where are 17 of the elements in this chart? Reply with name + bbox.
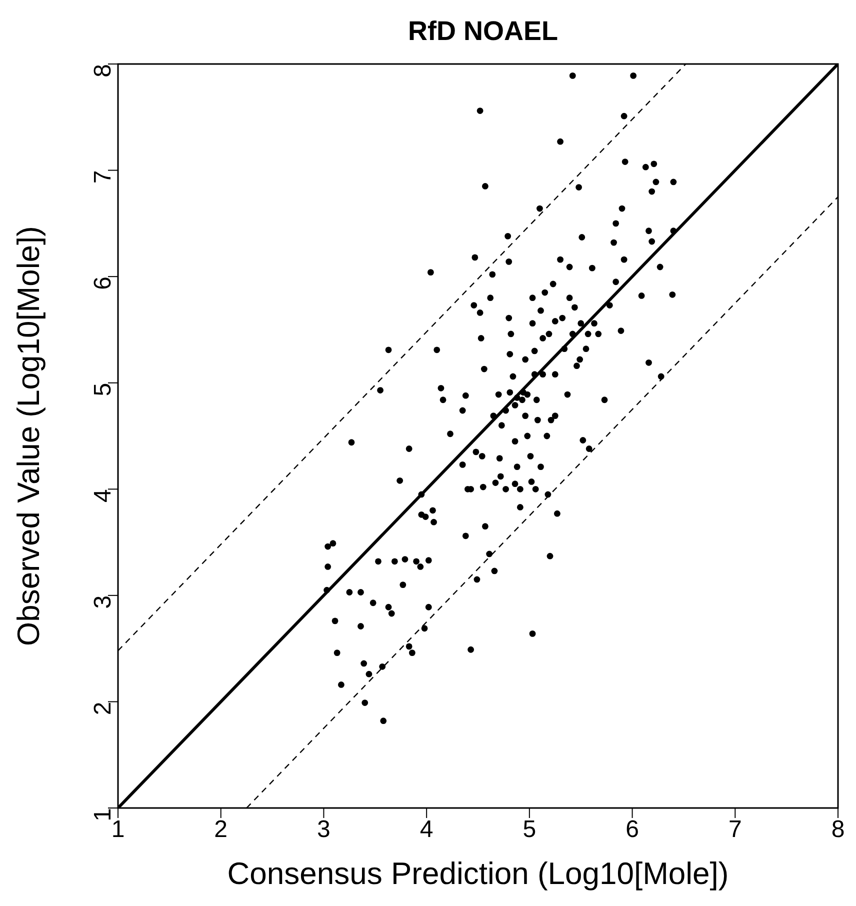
y-tick-label: 8 bbox=[90, 64, 117, 78]
chart-title: RfD NOAEL bbox=[407, 15, 559, 48]
y-axis-title: Observed Value (Log10[Mole]) bbox=[11, 226, 46, 646]
y-tick-label: 2 bbox=[90, 702, 117, 716]
y-tick-label: 5 bbox=[90, 382, 117, 396]
y-tick-label: 4 bbox=[90, 489, 117, 502]
x-tick-label: 5 bbox=[522, 816, 536, 844]
y-tick-label: 3 bbox=[90, 595, 117, 609]
x-axis-title: Consensus Prediction (Log10[Mole]) bbox=[227, 856, 729, 891]
x-tick-label: 2 bbox=[214, 816, 228, 844]
x-tick-label: 4 bbox=[420, 816, 434, 844]
y-tick-label: 6 bbox=[90, 276, 117, 290]
x-tick-label: 6 bbox=[626, 816, 639, 844]
y-tick-label: 7 bbox=[90, 170, 117, 184]
x-tick-label: 8 bbox=[831, 816, 845, 844]
x-tick-label: 3 bbox=[317, 816, 330, 844]
x-tick-label: 7 bbox=[728, 816, 742, 844]
